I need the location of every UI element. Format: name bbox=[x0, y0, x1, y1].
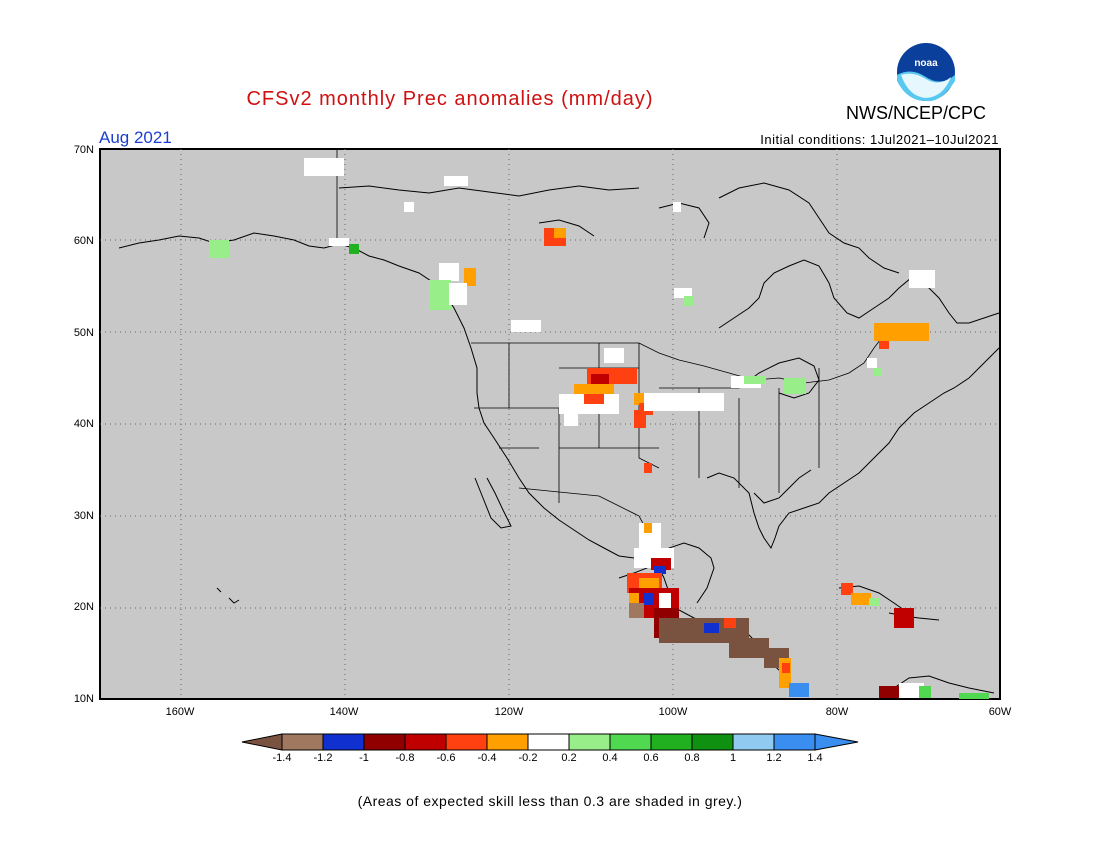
chart-title: CFSv2 monthly Prec anomalies (mm/day) bbox=[246, 88, 654, 110]
colorbar-label: -1.2 bbox=[313, 752, 333, 764]
lon-label: 160W bbox=[165, 706, 195, 718]
lat-label: 30N bbox=[73, 510, 94, 522]
colorbar bbox=[241, 733, 859, 751]
initial-conditions: Initial conditions: 1Jul2021–10Jul2021 bbox=[760, 132, 999, 147]
lat-label: 60N bbox=[73, 235, 94, 247]
colorbar-label: -1.4 bbox=[272, 752, 292, 764]
colorbar-label: 0.6 bbox=[643, 752, 659, 764]
colorbar-label: 0.4 bbox=[602, 752, 618, 764]
skill-footnote: (Areas of expected skill less than 0.3 a… bbox=[357, 793, 743, 809]
forecast-month: Aug 2021 bbox=[99, 128, 172, 147]
colorbar-label: -1 bbox=[359, 752, 369, 764]
colorbar-label: 1.2 bbox=[766, 752, 782, 764]
colorbar-label: 0.2 bbox=[561, 752, 577, 764]
colorbar-label: 1.4 bbox=[807, 752, 823, 764]
lat-label: 10N bbox=[73, 693, 94, 705]
lon-label: 120W bbox=[494, 706, 524, 718]
noaa-logo-text: noaa bbox=[914, 58, 938, 69]
coastlines bbox=[118, 182, 1000, 694]
lat-label: 50N bbox=[73, 327, 94, 339]
colorbar-label: -0.6 bbox=[436, 752, 456, 764]
lat-label: 40N bbox=[73, 418, 94, 430]
colorbar-label: -0.2 bbox=[518, 752, 538, 764]
lon-label: 140W bbox=[329, 706, 359, 718]
noaa-logo: noaa bbox=[896, 42, 956, 102]
lat-label: 20N bbox=[73, 601, 94, 613]
colorbar-label: -0.8 bbox=[395, 752, 415, 764]
lon-label: 100W bbox=[658, 706, 688, 718]
lon-label: 80W bbox=[825, 706, 849, 718]
anomaly-map bbox=[99, 148, 1001, 700]
lon-label: 60W bbox=[988, 706, 1012, 718]
anomaly-cells bbox=[209, 158, 989, 699]
lat-label: 70N bbox=[73, 144, 94, 156]
agency-label: NWS/NCEP/CPC bbox=[846, 103, 987, 123]
colorbar-label: 0.8 bbox=[684, 752, 700, 764]
colorbar-label: -0.4 bbox=[477, 752, 497, 764]
colorbar-label: 1 bbox=[729, 752, 737, 764]
